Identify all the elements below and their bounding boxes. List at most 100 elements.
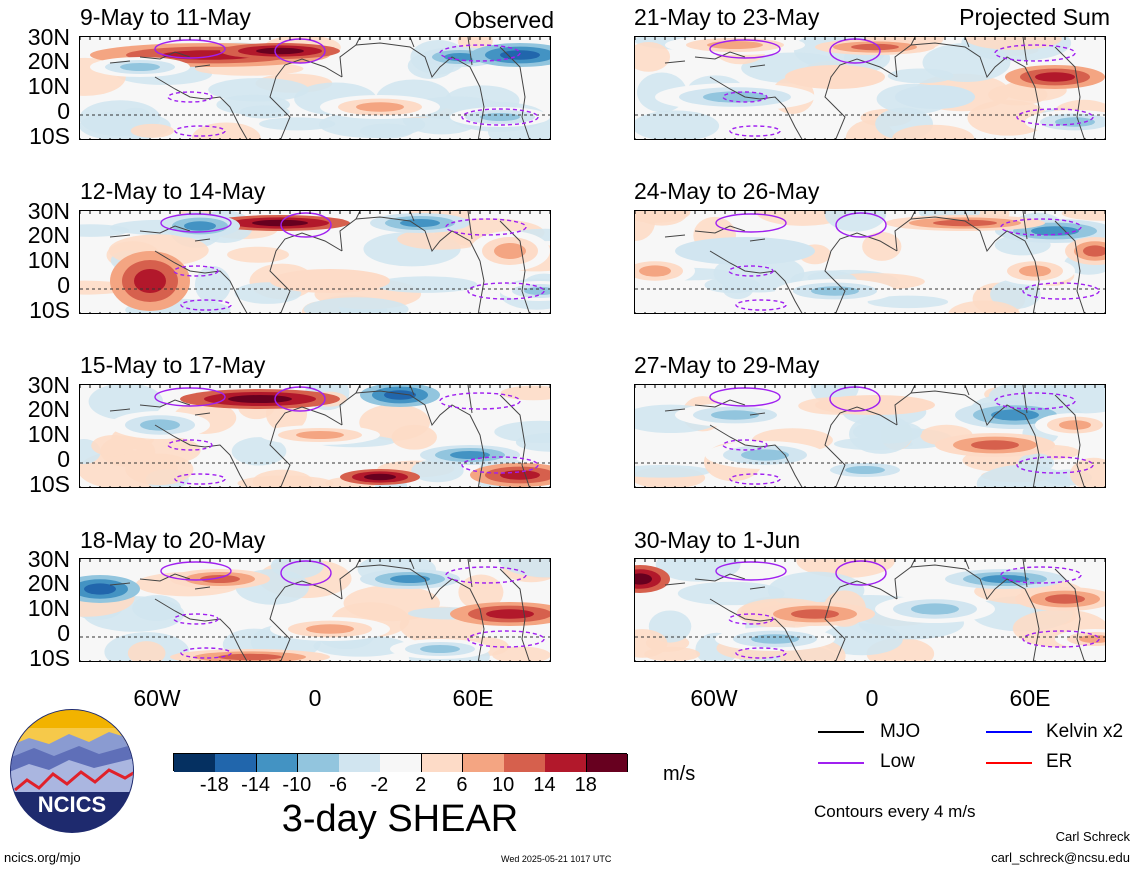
shear-patch: [252, 469, 313, 487]
low-contour: [167, 439, 213, 451]
low-contour: [1022, 630, 1100, 648]
low-contour: [280, 212, 332, 238]
shear-anomaly: [991, 409, 1039, 421]
shear-field: [80, 559, 550, 661]
coastline: [269, 580, 343, 661]
shear-patch: [373, 276, 478, 293]
shear-patch: [635, 110, 720, 139]
colorbar-swatch: [256, 754, 299, 772]
lat-label: 20N: [27, 396, 70, 422]
coastline: [154, 598, 248, 661]
low-contour: [1022, 282, 1100, 300]
low-contour: [174, 473, 226, 485]
shear-patch: [498, 559, 550, 578]
coastline: [664, 573, 766, 590]
shear-patch: [635, 211, 691, 223]
shear-anomaly: [785, 65, 885, 89]
shear-patch: [862, 232, 902, 261]
coastline: [824, 580, 898, 661]
low-contour: [174, 125, 226, 137]
colorbar-label: -2: [370, 774, 389, 796]
shear-field: [80, 211, 550, 313]
low-contour: [1000, 218, 1082, 236]
shear-patch: [948, 300, 1020, 313]
shear-patch: [411, 459, 464, 483]
shear-anomaly: [296, 431, 344, 439]
low-contour: [167, 91, 213, 103]
coastline: [910, 559, 1085, 661]
shear-patch: [494, 420, 550, 443]
legend-line-er: [986, 762, 1032, 764]
shear-patch: [635, 42, 671, 72]
coastline: [355, 37, 530, 139]
low-contour: [467, 630, 545, 648]
legend-line-mjo: [818, 731, 864, 733]
shear-patch: [208, 78, 309, 102]
low-contour: [835, 560, 887, 586]
shear-anomaly: [450, 451, 490, 459]
contour-note: Contours every 4 m/s: [814, 802, 976, 821]
shear-anomaly: [270, 269, 390, 293]
ncics-logo-text: NCICS: [38, 792, 106, 817]
coastline: [709, 76, 803, 139]
map-panel-2: [79, 210, 551, 314]
low-contour: [160, 213, 232, 233]
shear-anomaly: [675, 237, 815, 265]
shear-patch: [239, 105, 290, 119]
coastline: [824, 406, 898, 487]
colorbar-label: 2: [415, 774, 427, 796]
panel-title-4: 18-May to 20-May: [80, 527, 266, 553]
shear-patch: [132, 594, 181, 621]
colorbar-label: 18: [574, 774, 597, 796]
low-contour: [439, 44, 521, 62]
footer-email[interactable]: carl_schreck@ncsu.edu: [991, 850, 1130, 865]
projected-sum-label: Projected Sum: [959, 4, 1110, 30]
lon-label-60w-right: 60W: [690, 685, 738, 711]
shear-patch: [227, 246, 289, 263]
shear-anomaly: [200, 575, 240, 583]
coastline: [154, 76, 248, 139]
lat-label: 10N: [27, 595, 70, 621]
map-panel-3: [79, 384, 551, 488]
panel-title-5: 21-May to 23-May: [634, 4, 820, 30]
legend-line-kelvin: [986, 731, 1032, 733]
panel-title-1: 9-May to 11-May: [80, 4, 251, 30]
shear-patch: [824, 211, 887, 232]
lat-label: 10S: [29, 123, 70, 149]
shear-anomaly: [494, 243, 526, 259]
low-contour: [461, 456, 539, 474]
lon-label-60e-right: 60E: [1009, 685, 1051, 711]
coastline: [355, 559, 530, 661]
shear-anomaly: [1035, 72, 1075, 82]
shear-patch: [1061, 211, 1105, 221]
panel-title-2: 12-May to 14-May: [80, 178, 266, 204]
shear-anomaly: [811, 286, 859, 296]
colorbar-swatch: [215, 754, 258, 772]
lat-label: 10S: [29, 645, 70, 671]
shear-anomaly: [1059, 420, 1091, 430]
legend-label-kelvin: Kelvin x2: [1046, 721, 1124, 742]
low-contour: [994, 392, 1076, 410]
lat-label: 0: [57, 446, 70, 472]
shear-anomaly: [845, 466, 885, 474]
coastline: [824, 232, 898, 313]
shear-anomaly: [420, 645, 460, 653]
footer-url[interactable]: ncics.org/mjo: [4, 850, 81, 865]
shear-patch: [270, 559, 324, 579]
lat-label: 20N: [27, 48, 70, 74]
shear-anomaly: [390, 575, 430, 583]
lat-label: 10N: [27, 247, 70, 273]
panel-title-3: 15-May to 17-May: [80, 352, 266, 378]
coastline: [269, 232, 343, 313]
shear-anomaly: [184, 221, 216, 231]
low-contour: [1016, 108, 1094, 126]
lat-label: 0: [57, 620, 70, 646]
shear-anomaly: [134, 269, 166, 293]
shear-patch: [259, 117, 336, 131]
lat-label: 30N: [27, 198, 70, 224]
shear-field: [635, 559, 1105, 661]
shear-anomaly: [703, 91, 767, 103]
colorbar-swatch: [586, 754, 629, 772]
shear-anomaly: [895, 85, 975, 109]
low-contour: [835, 212, 887, 238]
